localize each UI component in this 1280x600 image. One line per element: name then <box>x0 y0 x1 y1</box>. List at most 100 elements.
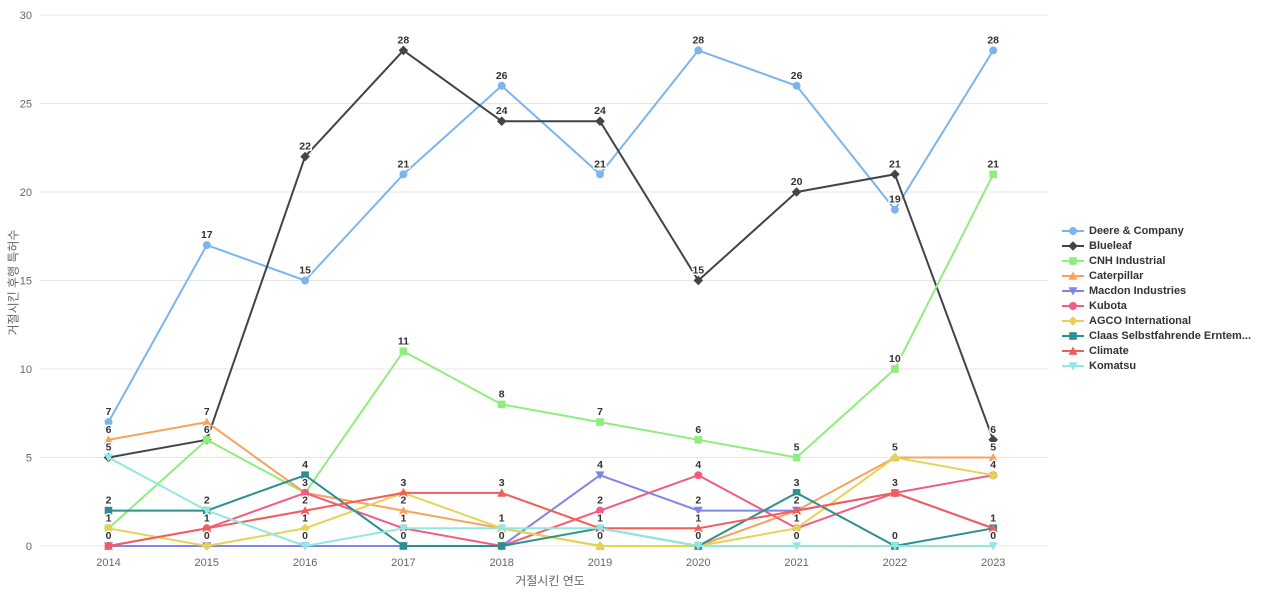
legend-item[interactable]: Deere & Company <box>1062 223 1251 238</box>
data-label: 24 <box>496 105 508 117</box>
series-point[interactable] <box>398 45 409 56</box>
data-label: 4 <box>597 459 603 471</box>
data-label: 2 <box>597 495 603 507</box>
legend-item[interactable]: Climate <box>1062 343 1251 358</box>
series-point[interactable] <box>791 187 802 197</box>
x-tick-label: 2015 <box>195 557 219 569</box>
legend-item[interactable]: AGCO International <box>1062 313 1251 328</box>
data-label: 5 <box>892 442 898 454</box>
series-point[interactable] <box>792 489 801 497</box>
series-point[interactable] <box>791 523 802 534</box>
series-point[interactable] <box>890 542 900 551</box>
series-point[interactable] <box>989 46 998 55</box>
series-point[interactable] <box>792 81 801 90</box>
series-point[interactable] <box>890 452 900 463</box>
series-point[interactable] <box>890 205 899 214</box>
series-point[interactable] <box>497 524 507 533</box>
series-point[interactable] <box>399 170 408 179</box>
series-point[interactable] <box>890 488 900 497</box>
series-point[interactable] <box>988 453 998 462</box>
series-point[interactable] <box>497 400 506 409</box>
series-point[interactable] <box>301 276 310 285</box>
series-point[interactable] <box>202 241 211 250</box>
legend-item[interactable]: Claas Selbstfahrende Erntem... <box>1062 328 1251 343</box>
series-point[interactable] <box>792 453 801 462</box>
series-point[interactable] <box>104 453 113 462</box>
series-point[interactable] <box>693 506 703 516</box>
series-line <box>107 49 995 459</box>
series-point[interactable] <box>693 542 703 551</box>
series-point[interactable] <box>398 506 408 515</box>
series-point[interactable] <box>104 435 113 444</box>
series-point[interactable] <box>595 116 605 126</box>
series-point[interactable] <box>104 506 113 515</box>
legend-item[interactable]: Macdon Industries <box>1062 283 1251 298</box>
series-point[interactable] <box>202 506 212 516</box>
series-point[interactable] <box>103 523 114 534</box>
series-point[interactable] <box>988 435 998 445</box>
data-label: 0 <box>400 530 406 542</box>
series-point[interactable] <box>300 506 310 515</box>
series-point[interactable] <box>989 170 997 179</box>
data-label: 22 <box>299 141 311 153</box>
series-point[interactable] <box>399 542 408 550</box>
series-point[interactable] <box>399 347 408 356</box>
legend-label: Komatsu <box>1089 359 1137 372</box>
series-point[interactable] <box>891 365 899 373</box>
series-point[interactable] <box>596 418 604 426</box>
series-point[interactable] <box>202 523 212 533</box>
series-point[interactable] <box>496 116 507 126</box>
data-label: 0 <box>990 530 996 542</box>
series-point[interactable] <box>202 541 212 551</box>
y-tick-label: 15 <box>20 276 32 288</box>
series-line <box>107 456 995 547</box>
legend-item[interactable]: Kubota <box>1062 298 1251 313</box>
series-point[interactable] <box>596 170 604 179</box>
series-point[interactable] <box>104 541 113 550</box>
series-line <box>107 173 995 530</box>
series-point[interactable] <box>694 46 703 55</box>
series-point[interactable] <box>497 488 507 497</box>
series-point[interactable] <box>300 523 310 534</box>
series-point[interactable] <box>596 506 604 515</box>
series-point[interactable] <box>694 436 703 444</box>
legend-item[interactable]: CNH Industrial <box>1062 253 1251 268</box>
series-point[interactable] <box>792 542 802 551</box>
y-tick-label: 20 <box>20 187 32 199</box>
series-point[interactable] <box>301 488 310 497</box>
legend-item[interactable]: Caterpillar <box>1062 268 1251 283</box>
series-point[interactable] <box>202 417 212 426</box>
series-point[interactable] <box>988 470 998 480</box>
series-point[interactable] <box>595 541 605 551</box>
data-label: 3 <box>794 477 800 489</box>
series-point[interactable] <box>300 151 310 162</box>
data-label: 2 <box>794 495 800 507</box>
series-point[interactable] <box>988 523 998 533</box>
series-point[interactable] <box>203 436 211 444</box>
data-label: 3 <box>400 477 406 489</box>
series-point[interactable] <box>398 488 408 497</box>
series-point[interactable] <box>693 523 703 533</box>
series-point[interactable] <box>595 524 605 533</box>
series-point[interactable] <box>792 506 802 515</box>
data-label: 21 <box>889 158 901 170</box>
series-point[interactable] <box>104 418 113 427</box>
series-point[interactable] <box>595 471 605 480</box>
series-point[interactable] <box>890 169 900 180</box>
legend-item[interactable]: Komatsu <box>1062 358 1251 373</box>
legend-item[interactable]: Blueleaf <box>1062 238 1251 253</box>
series-point[interactable] <box>694 471 703 480</box>
series-point[interactable] <box>301 471 309 479</box>
data-label: 20 <box>791 176 803 188</box>
series-point[interactable] <box>300 542 310 551</box>
legend-marker-icon <box>1062 346 1084 355</box>
series-point[interactable] <box>988 542 998 551</box>
series-point[interactable] <box>398 524 408 533</box>
series-point[interactable] <box>693 275 704 286</box>
data-label: 2 <box>302 495 308 507</box>
legend-marker-icon <box>1062 301 1084 310</box>
y-tick-label: 5 <box>26 453 32 465</box>
series-point[interactable] <box>497 81 506 90</box>
series-point[interactable] <box>497 542 506 550</box>
data-label: 5 <box>106 442 112 454</box>
